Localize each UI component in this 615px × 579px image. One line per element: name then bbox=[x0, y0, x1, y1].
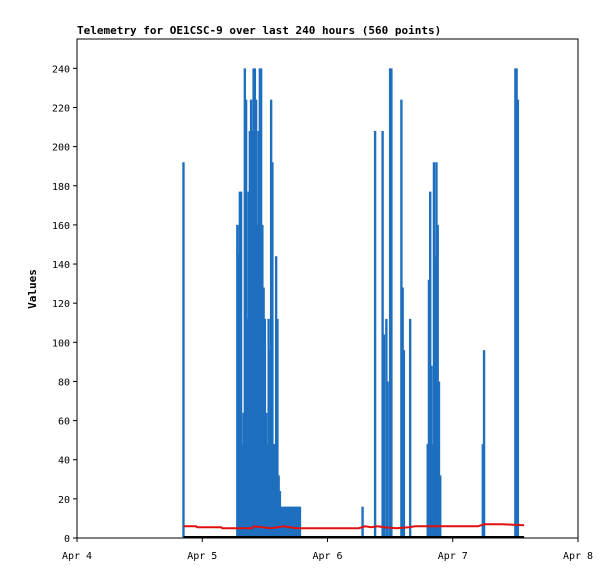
y-axis-label: Values bbox=[26, 269, 39, 309]
red-series-line bbox=[183, 523, 525, 530]
y-tick-label: 60 bbox=[58, 417, 70, 428]
x-tick-label: Apr 5 bbox=[187, 551, 217, 562]
y-tick-label: 200 bbox=[52, 143, 70, 154]
plot-frame bbox=[76, 38, 579, 539]
chart-title: Telemetry for OE1CSC-9 over last 240 hou… bbox=[77, 24, 441, 37]
y-tick-label: 160 bbox=[52, 221, 70, 232]
y-tick-label: 240 bbox=[52, 64, 70, 75]
y-tick-label: 120 bbox=[52, 299, 70, 310]
y-tick-label: 220 bbox=[52, 103, 70, 114]
x-tick-label: Apr 8 bbox=[563, 551, 593, 562]
y-tick-label: 40 bbox=[58, 456, 70, 467]
x-tick-label: Apr 6 bbox=[312, 551, 342, 562]
y-tick-label: 80 bbox=[58, 377, 70, 388]
y-tick-label: 140 bbox=[52, 260, 70, 271]
y-tick-label: 100 bbox=[52, 338, 70, 349]
y-tick-label: 20 bbox=[58, 495, 70, 506]
y-tick-label: 180 bbox=[52, 182, 70, 193]
x-tick-label: Apr 7 bbox=[438, 551, 468, 562]
x-tick-label: Apr 4 bbox=[62, 551, 92, 562]
plot-area: 0 20 40 60 80 100 120 140 160 180 200 220 240 Apr 4 Ap… bbox=[52, 38, 593, 562]
y-tick-label: 0 bbox=[64, 534, 70, 545]
